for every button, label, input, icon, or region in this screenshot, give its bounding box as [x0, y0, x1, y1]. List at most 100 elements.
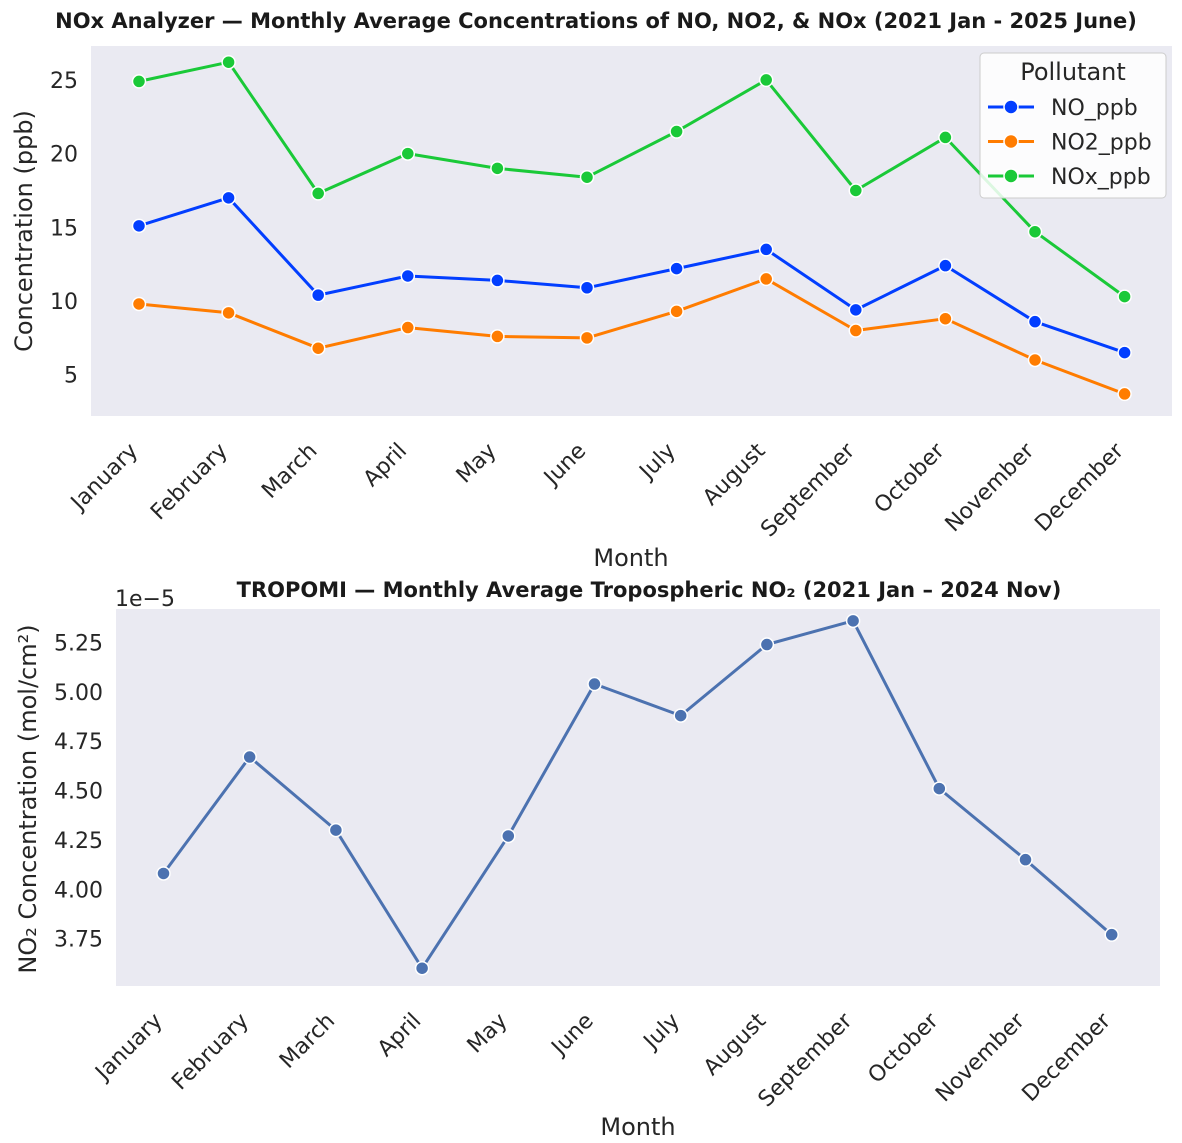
x-tick-label: September — [754, 1008, 858, 1112]
chart1-y-axis-label: Concentration (ppb) — [10, 110, 38, 352]
data-point-no2_ppb — [221, 305, 236, 321]
data-point-no_ppb — [310, 287, 326, 303]
data-point-nox_ppb — [848, 183, 864, 198]
x-tick-label: February — [146, 439, 233, 526]
data-point-no_ppb — [400, 268, 416, 284]
y-tick-label: 5 — [64, 364, 78, 389]
x-tick-label: May — [452, 439, 502, 489]
legend-label-nox_ppb: NOx_ppb — [1051, 165, 1151, 190]
x-tick-label: August — [699, 1008, 771, 1080]
y-tick-label: 10 — [50, 290, 78, 315]
x-tick-label: September — [756, 438, 860, 542]
data-point-no2_ppb — [400, 320, 416, 335]
data-point-series — [1018, 852, 1033, 867]
data-point-no_ppb — [1027, 314, 1043, 329]
legend-frame — [979, 52, 1167, 199]
data-point-no2_ppb — [669, 304, 684, 319]
data-point-nox_ppb — [758, 72, 774, 88]
chart2-offset-text: 1e−5 — [115, 587, 175, 612]
data-point-no2_ppb — [1027, 352, 1043, 368]
x-tick-label: October — [870, 438, 951, 519]
chart2-x-axis-label: Month — [600, 1113, 675, 1141]
data-point-no2_ppb — [1117, 386, 1132, 402]
data-point-no2_ppb — [310, 340, 326, 356]
chart2-y-axis-label: NO₂ Concentration (mol/cm²) — [14, 624, 42, 973]
legend-label-no2_ppb: NO2_ppb — [1051, 131, 1152, 156]
data-point-no2_ppb — [579, 330, 595, 346]
chart2-x-ticks: January February March April May June July Augu… — [90, 1008, 1117, 1112]
chart-nox-analyzer: NOx Analyzer — Monthly Average Concentra… — [10, 9, 1172, 572]
series-line-nox_ppb — [138, 60, 1126, 298]
data-point-no_ppb — [221, 190, 236, 206]
chart1-series — [131, 54, 1132, 402]
y-tick-label: 5.00 — [54, 681, 103, 706]
data-point-nox_ppb — [579, 169, 595, 185]
data-point-nox_ppb — [131, 74, 147, 89]
x-tick-label: May — [463, 1009, 513, 1059]
chart2-plot-area — [116, 609, 1160, 986]
chart2-title: TROPOMI — Monthly Average Tropospheric N… — [237, 578, 1062, 602]
legend-items: NO_ppb NO2_ppb NOx_ppb — [988, 96, 1152, 190]
chart1-title: NOx Analyzer — Monthly Average Concentra… — [55, 9, 1137, 33]
y-tick-label: 15 — [50, 216, 78, 241]
series-line-series — [162, 619, 1113, 970]
y-tick-label: 4.25 — [54, 829, 103, 854]
data-point-no_ppb — [131, 218, 147, 234]
data-point-nox_ppb — [490, 161, 505, 176]
x-tick-label: March — [257, 439, 322, 504]
x-tick-label: March — [275, 1009, 340, 1074]
data-point-series — [1104, 927, 1119, 942]
y-tick-label: 20 — [50, 143, 78, 168]
x-tick-label: July — [638, 1009, 685, 1056]
data-point-nox_ppb — [400, 146, 416, 161]
x-tick-label: June — [538, 439, 591, 492]
x-tick-label: January — [65, 439, 143, 517]
x-tick-label: February — [167, 1009, 254, 1096]
x-tick-label: December — [1030, 438, 1129, 537]
series-line-no2_ppb — [138, 277, 1126, 396]
legend-title: Pollutant — [1020, 58, 1126, 86]
data-point-no_ppb — [490, 273, 505, 288]
data-point-no2_ppb — [758, 271, 774, 287]
y-tick-label: 5.25 — [54, 632, 103, 657]
x-tick-label: August — [698, 438, 770, 510]
legend-marker-no2_ppb — [1003, 133, 1019, 150]
series-line-no_ppb — [138, 196, 1126, 355]
data-point-nox_ppb — [669, 124, 684, 139]
chart1-y-ticks: 5 10 15 20 25 — [50, 69, 78, 389]
data-point-series — [845, 613, 861, 629]
x-tick-label: January — [90, 1009, 168, 1087]
data-point-series — [242, 749, 257, 765]
x-tick-label: June — [546, 1009, 599, 1062]
data-point-no_ppb — [938, 258, 953, 273]
data-point-no_ppb — [579, 280, 595, 296]
data-point-nox_ppb — [310, 186, 326, 201]
data-point-series — [673, 708, 688, 723]
x-tick-label: October — [864, 1008, 945, 1089]
data-point-no_ppb — [1117, 345, 1132, 360]
data-point-no_ppb — [758, 242, 774, 257]
data-point-series — [587, 676, 602, 692]
chart1-x-axis-label: Month — [593, 544, 668, 572]
chart2-y-ticks: 3.75 4.00 4.25 4.50 4.75 5.00 5.25 — [54, 632, 103, 953]
data-point-series — [156, 866, 171, 881]
chart2-series — [156, 613, 1119, 976]
chart1-x-ticks: January February March April May June July Augu… — [65, 438, 1129, 542]
data-point-no2_ppb — [938, 311, 953, 326]
data-point-nox_ppb — [1027, 224, 1043, 239]
data-point-no2_ppb — [131, 296, 147, 312]
y-tick-label: 25 — [50, 69, 78, 94]
data-point-series — [932, 781, 947, 796]
data-point-series — [328, 822, 344, 838]
data-point-nox_ppb — [938, 130, 953, 145]
data-point-no2_ppb — [848, 323, 864, 338]
data-point-nox_ppb — [221, 54, 236, 70]
x-tick-label: April — [359, 439, 412, 492]
y-tick-label: 4.00 — [54, 878, 103, 903]
data-point-nox_ppb — [1117, 289, 1132, 304]
chart-tropomi: TROPOMI — Monthly Average Tropospheric N… — [14, 578, 1160, 1141]
legend-marker-no_ppb — [1003, 99, 1019, 115]
x-tick-label: December — [1018, 1008, 1117, 1107]
x-tick-label: November — [941, 438, 1040, 537]
